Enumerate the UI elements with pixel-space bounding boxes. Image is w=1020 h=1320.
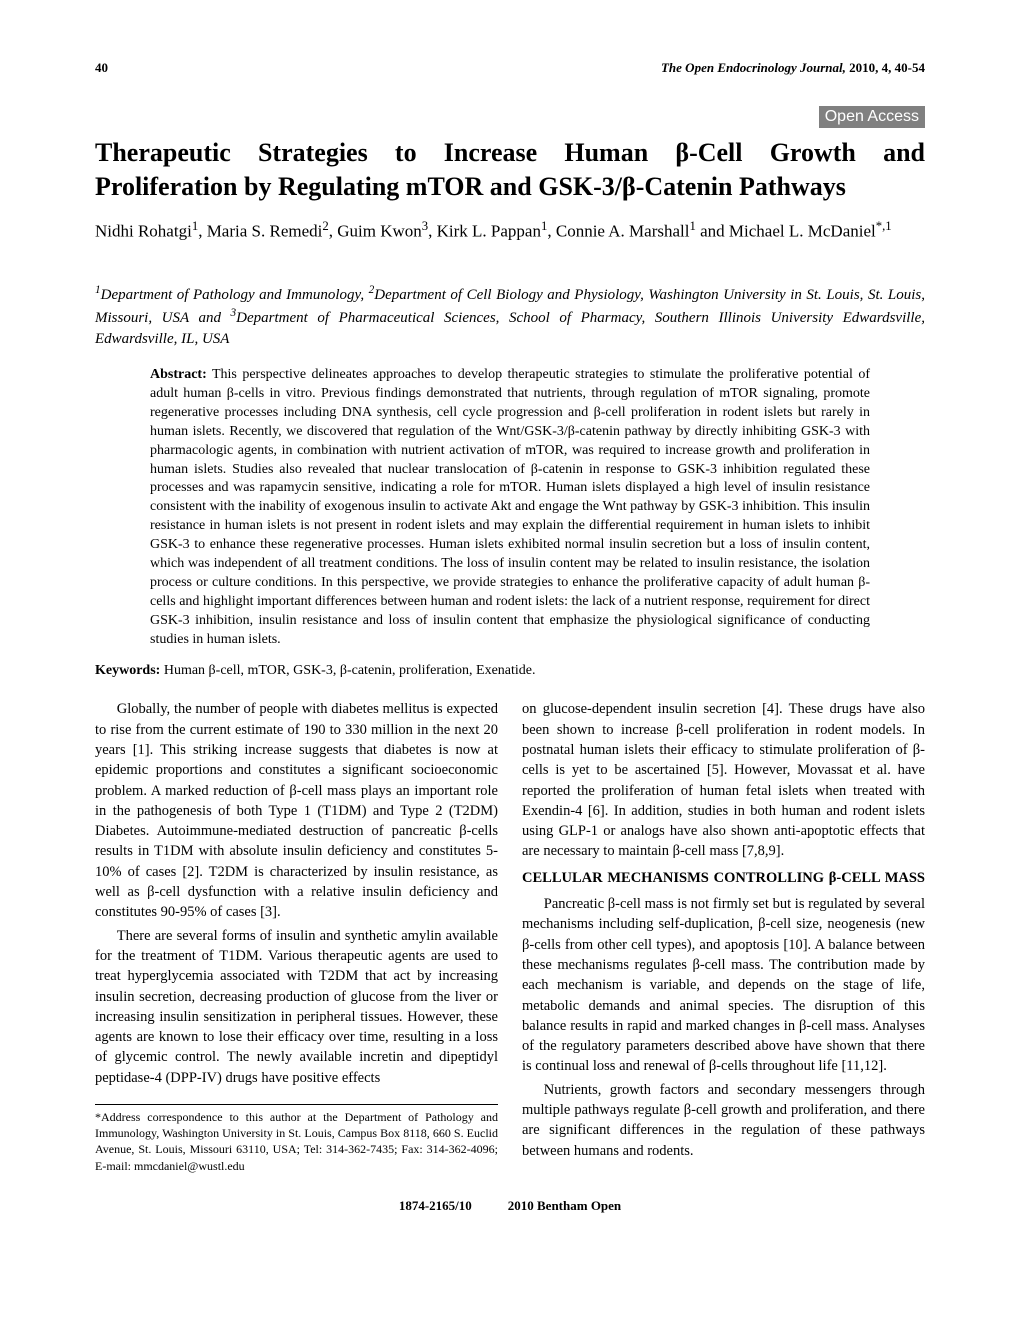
footer-issn: 1874-2165/10 bbox=[399, 1198, 472, 1214]
keywords-label: Keywords: bbox=[95, 663, 160, 678]
journal-header: The Open Endocrinology Journal, 2010, 4,… bbox=[661, 60, 925, 76]
left-column: Globally, the number of people with diab… bbox=[95, 699, 498, 1173]
page-header: 40 The Open Endocrinology Journal, 2010,… bbox=[95, 60, 925, 76]
paragraph: Nutrients, growth factors and secondary … bbox=[522, 1080, 925, 1161]
journal-name: The Open Endocrinology Journal, bbox=[661, 60, 846, 75]
right-column: on glucose-dependent insulin secretion [… bbox=[522, 699, 925, 1173]
page-number: 40 bbox=[95, 60, 108, 76]
correspondence-footnote: *Address correspondence to this author a… bbox=[95, 1104, 498, 1174]
open-access-badge: Open Access bbox=[819, 106, 925, 128]
section-heading: CELLULAR MECHANISMS CONTROLLING β-CELL M… bbox=[522, 868, 925, 888]
abstract-label: Abstract: bbox=[150, 367, 207, 382]
affiliations: 1Department of Pathology and Immunology,… bbox=[95, 283, 925, 350]
body-columns: Globally, the number of people with diab… bbox=[95, 699, 925, 1173]
article-title: Therapeutic Strategies to Increase Human… bbox=[95, 136, 925, 204]
paragraph: Globally, the number of people with diab… bbox=[95, 699, 498, 922]
page-footer: 1874-2165/10 2010 Bentham Open bbox=[95, 1198, 925, 1214]
paragraph: Pancreatic β-cell mass is not firmly set… bbox=[522, 894, 925, 1077]
abstract-text: This perspective delineates approaches t… bbox=[150, 367, 870, 646]
year-volume-pages: 2010, 4, 40-54 bbox=[846, 60, 925, 75]
abstract: Abstract: This perspective delineates ap… bbox=[150, 366, 870, 649]
authors: Nidhi Rohatgi1, Maria S. Remedi2, Guim K… bbox=[95, 218, 925, 243]
title-line-2: Proliferation by Regulating mTOR and GSK… bbox=[95, 170, 925, 204]
title-line-1: Therapeutic Strategies to Increase Human… bbox=[95, 138, 925, 167]
paragraph: There are several forms of insulin and s… bbox=[95, 926, 498, 1088]
paragraph: on glucose-dependent insulin secretion [… bbox=[522, 699, 925, 861]
footer-publisher: 2010 Bentham Open bbox=[508, 1198, 621, 1214]
keywords: Keywords: Human β-cell, mTOR, GSK-3, β-c… bbox=[95, 663, 925, 679]
keywords-text: Human β-cell, mTOR, GSK-3, β-catenin, pr… bbox=[160, 663, 535, 678]
